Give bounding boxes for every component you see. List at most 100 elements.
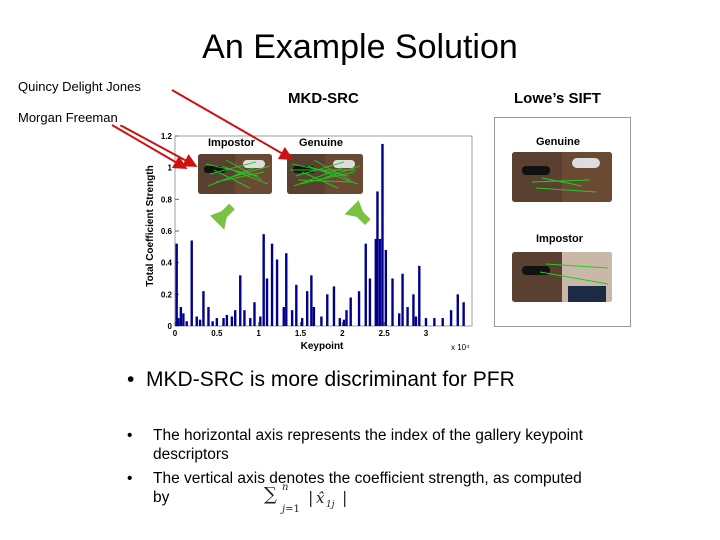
chart-bar	[300, 318, 304, 326]
chart-bar	[195, 316, 198, 326]
chart-bar	[275, 259, 279, 326]
chart-bar	[342, 319, 346, 326]
svg-text:∑: ∑	[264, 484, 277, 505]
sift-impostor-label: Impostor	[536, 233, 584, 245]
chart-bar	[243, 310, 246, 326]
chart-bar	[185, 321, 188, 326]
y-axis-label: Total Coefficient Strength	[145, 165, 156, 286]
x-tick-label: 2.5	[379, 329, 391, 338]
chart-bar	[234, 310, 237, 326]
y-tick-label: 0	[168, 322, 173, 331]
sift-impostor-photo	[512, 252, 612, 302]
sift-genuine-label: Genuine	[536, 136, 581, 148]
x-tick-label: 1	[256, 329, 261, 338]
chart-bar	[384, 250, 388, 326]
chart-bar	[190, 240, 193, 326]
chart-bar	[225, 314, 229, 326]
chart-bar	[398, 313, 401, 326]
chart-bar	[310, 275, 313, 326]
chart-bar	[259, 316, 262, 326]
chart-bar	[202, 291, 205, 326]
sub-bullet-1-text: The horizontal axis represents the index…	[153, 427, 583, 463]
sift-genuine-matches	[531, 177, 597, 193]
mkd-match-lines	[205, 159, 361, 189]
sub-bullet-2: • The vertical axis denotes the coeffici…	[127, 469, 647, 513]
chart-bar	[312, 307, 316, 326]
main-bullet: • MKD-SRC is more discriminant for PFR	[127, 368, 515, 392]
chart-bar	[364, 243, 367, 326]
chart-bar	[406, 307, 409, 326]
mkd-src-header: MKD-SRC	[288, 90, 359, 107]
chart-bar	[449, 310, 453, 326]
y-tick-label: 0.6	[161, 227, 173, 236]
chart-bar	[345, 310, 348, 326]
mkd-genuine-label: Genuine	[299, 137, 344, 149]
chart-bar	[456, 294, 459, 326]
svg-text:j=1: j=1	[280, 504, 300, 515]
svg-text:|: |	[342, 488, 347, 507]
chart-bar	[368, 278, 372, 326]
sift-impostor-matches	[539, 263, 609, 285]
x-tick-label: 1.5	[295, 329, 307, 338]
chart-bar	[378, 238, 382, 326]
chart-bars	[175, 143, 465, 326]
x-axis-multiplier: x 10⁴	[451, 343, 470, 352]
chart-bar	[253, 302, 256, 326]
chart-bar	[424, 318, 428, 326]
chart-bar	[326, 294, 329, 326]
x-tick-label: 0.5	[211, 329, 223, 338]
sift-header: Lowe’s SIFT	[514, 90, 601, 107]
chart-bar	[285, 253, 288, 326]
chart-bar	[290, 310, 294, 326]
chart-bar	[401, 273, 404, 326]
chart-bar	[182, 313, 185, 326]
sub-bullet-2-text: The vertical axis denotes the coefficien…	[153, 470, 582, 506]
chart-bar	[418, 265, 421, 326]
chart-bar	[179, 307, 183, 326]
slide-title: An Example Solution	[202, 28, 518, 66]
chart-bar	[249, 318, 252, 326]
chart-bar	[412, 294, 415, 326]
main-bullet-text: MKD-SRC is more discriminant for PFR	[146, 368, 515, 391]
y-tick-label: 0.8	[161, 195, 173, 204]
chart-bar	[391, 278, 394, 326]
svg-text:1j: 1j	[326, 500, 335, 510]
chart-bar	[349, 297, 352, 326]
chart-bar	[357, 291, 361, 326]
green-arrow-left	[210, 203, 235, 230]
chart-bar	[239, 275, 242, 326]
sub-bullet-1: • The horizontal axis represents the ind…	[127, 426, 647, 466]
chart-bar	[320, 316, 323, 326]
sift-genuine-photo	[512, 152, 612, 202]
coefficient-formula: ∑ n j=1 | x̂ 1j |	[264, 482, 347, 515]
bullet-dot: •	[127, 427, 133, 444]
red-arrow-morgan	[111, 124, 188, 170]
chart-bar	[198, 319, 202, 326]
svg-text:x̂: x̂	[316, 489, 325, 507]
y-tick-label: 1	[168, 164, 173, 173]
chart-bar	[211, 321, 214, 326]
chart-bar	[215, 318, 219, 326]
chart-bar	[207, 307, 210, 326]
chart-bar	[441, 318, 444, 326]
chart-bar	[262, 234, 265, 326]
svg-text:|: |	[308, 488, 313, 507]
y-tick-label: 0.2	[161, 290, 173, 299]
y-tick-label: 0.4	[161, 259, 173, 268]
x-axis-label: Keypoint	[301, 341, 344, 352]
bullet-dot: •	[127, 368, 147, 391]
chart-bar	[305, 291, 309, 326]
y-tick-label: 1.2	[161, 132, 173, 141]
chart-bar	[175, 243, 178, 326]
chart-bar	[433, 318, 436, 326]
mkd-impostor-label: Impostor	[208, 137, 256, 149]
chart-bar	[282, 307, 285, 326]
chart-bar	[374, 238, 377, 326]
red-arrow-quincy-line	[171, 89, 294, 160]
chart-bar	[414, 316, 418, 326]
x-tick-label: 2	[340, 329, 345, 338]
chart-bar	[381, 143, 384, 326]
chart-bar	[376, 191, 379, 326]
chart-bar	[270, 243, 274, 326]
x-tick-label: 3	[424, 329, 429, 338]
